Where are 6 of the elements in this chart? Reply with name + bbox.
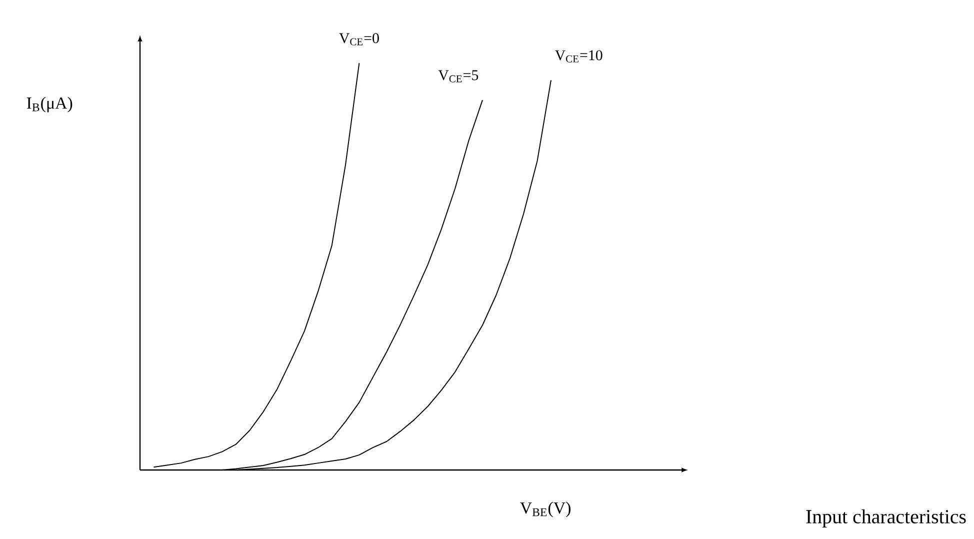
series-label: V$_{CE}$=0 [339,33,379,46]
y-axis-title: I$_{B}$(μA) [26,96,72,112]
series-label: V$_{CE}$=10 [555,50,602,62]
x-axis-title: V$_{BE}$(V) [520,502,570,518]
text: Input characteristics [806,509,966,528]
series-label: V$_{CE}$=5 [438,70,478,82]
